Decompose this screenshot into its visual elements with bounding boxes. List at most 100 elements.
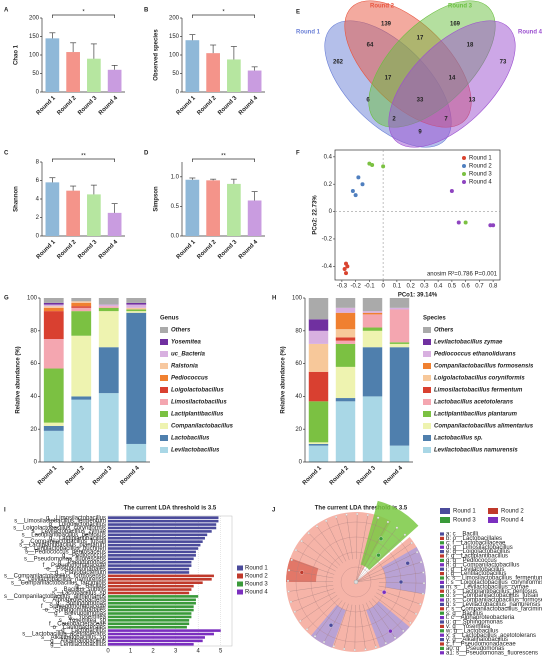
clade-highlight (360, 500, 419, 570)
legend-swatch (440, 558, 444, 562)
bar-segment (43, 298, 64, 303)
legend-label: Round 4 (245, 590, 268, 596)
panel-label: C (4, 151, 9, 157)
taxon-label: s: g__Bacillus (446, 611, 483, 617)
bar-segment (362, 314, 383, 328)
venn-count: 262 (333, 60, 344, 66)
y-tick-label: 80 (30, 328, 37, 334)
taxon-label: t: c__Alphaproteobacteria (446, 615, 515, 621)
tree-branch (289, 570, 334, 579)
lda-label: s__Lactiplantibacillus_pentosus (22, 532, 106, 538)
lda-label: g__Pediococcus (62, 553, 106, 559)
tree-node (345, 513, 348, 516)
tree-branch (288, 585, 334, 592)
bar-segment (362, 311, 383, 313)
legend-label: Lactiplantibacillus (171, 412, 224, 418)
tree-branch (314, 600, 343, 637)
lda-bar (108, 619, 190, 622)
lda-label: s__Loigolactobacillus_coryniformis (13, 526, 106, 532)
venn-set-label: Round 1 (296, 30, 321, 36)
legend-label: Companilactobacillus (171, 424, 234, 430)
lda-bar (108, 536, 205, 540)
legend-label: Round 4 (501, 518, 524, 524)
tree-node (405, 561, 410, 566)
x-axis-label: PCo1: 39.14% (398, 293, 438, 299)
y-tick-label: 0 (299, 460, 303, 466)
taxon-label: l: s__Loigolactobacillus_coryniformis (446, 580, 542, 586)
taxon-label: u: g__Sphingomonas (446, 620, 503, 626)
tree-node (410, 541, 413, 545)
legend-swatch (440, 638, 444, 642)
tree-branch (371, 598, 404, 632)
x-tick-label: Round 1 (37, 465, 59, 487)
tree-node (384, 642, 387, 645)
tree-branch (300, 595, 338, 622)
legend-swatch (440, 517, 450, 523)
bar-segment (308, 445, 329, 462)
lda-bar (108, 564, 192, 567)
y-tick-label: 200 (169, 16, 180, 22)
x-tick-label: 0.1 (393, 284, 402, 290)
panel-label: G (4, 296, 9, 302)
bar-segment (43, 422, 64, 426)
y-tick-label: 0.4 (324, 154, 333, 160)
x-tick-label: 5 (219, 649, 223, 655)
legend-label: Round 3 (469, 172, 492, 178)
lda-label: f__Sphingomonadaceae (41, 604, 107, 610)
bar-segment (43, 307, 64, 312)
clade-highlight (286, 558, 319, 582)
lda-bar (108, 601, 196, 605)
x-tick-label: 4 (197, 649, 201, 655)
point (456, 220, 461, 225)
bar-segment (362, 298, 383, 312)
tree-node (313, 635, 317, 638)
bar-segment (126, 298, 147, 303)
legend-label: Companilactobacillus formosensis (434, 364, 534, 370)
bar-segment (98, 311, 119, 348)
y-tick-label: 0.2 (324, 182, 333, 188)
bar (66, 52, 80, 92)
taxon-label: a0: g__Pseudomonas (446, 646, 504, 652)
panel-label: H (272, 296, 276, 302)
tree-node (287, 569, 291, 572)
y-tick-label: -0.2 (322, 237, 333, 243)
legend-label: Round 4 (469, 180, 492, 186)
y-tick-label: 20 (295, 427, 302, 433)
point (370, 163, 375, 168)
legend-label: Others (434, 328, 454, 334)
tree-node (377, 516, 380, 519)
plot-frame (334, 149, 501, 281)
x-tick-label: 0 (381, 284, 385, 290)
y-tick-label: 0 (36, 90, 40, 96)
lda-bar (108, 530, 212, 533)
tree-branch (355, 521, 389, 583)
legend-swatch (440, 589, 444, 593)
x-tick-label: 0.3 (420, 284, 429, 290)
tree-node (416, 551, 419, 554)
y-tick-label: 1.0 (171, 174, 180, 180)
significance-bracket (52, 14, 115, 18)
y-tick-label: 50 (172, 71, 179, 77)
lda-label: g__Loigolactobacillus (49, 522, 106, 528)
lda-label: s__Lentilactobacillus_buchneri (24, 546, 106, 552)
lda-bar (108, 577, 212, 581)
bar-segment (362, 312, 383, 315)
taxon-label: m: s__Levilactobacillus_zymae (446, 584, 529, 590)
bar (227, 59, 241, 92)
tree-node (289, 600, 293, 603)
bar-segment (43, 302, 64, 305)
tree-branch (354, 572, 424, 583)
lda-label: s__Lactobacillus_acetotolerans (22, 632, 106, 638)
y-tick-label: 100 (29, 53, 40, 59)
clade-highlight (381, 547, 426, 595)
legend-label: Round 3 (453, 518, 476, 524)
tree-node (393, 636, 397, 639)
point (491, 223, 496, 228)
lda-label: g__Lentilactobacillus (50, 642, 106, 648)
lda-label: g__Lactobacillus (61, 628, 106, 634)
x-tick-label: 0 (106, 649, 110, 655)
lda-label: s__Companilactobacillus_alimentarius (4, 594, 106, 600)
tree-node (395, 526, 399, 529)
panel-label: D (144, 151, 149, 157)
x-tick-label: Round 2 (329, 465, 351, 487)
